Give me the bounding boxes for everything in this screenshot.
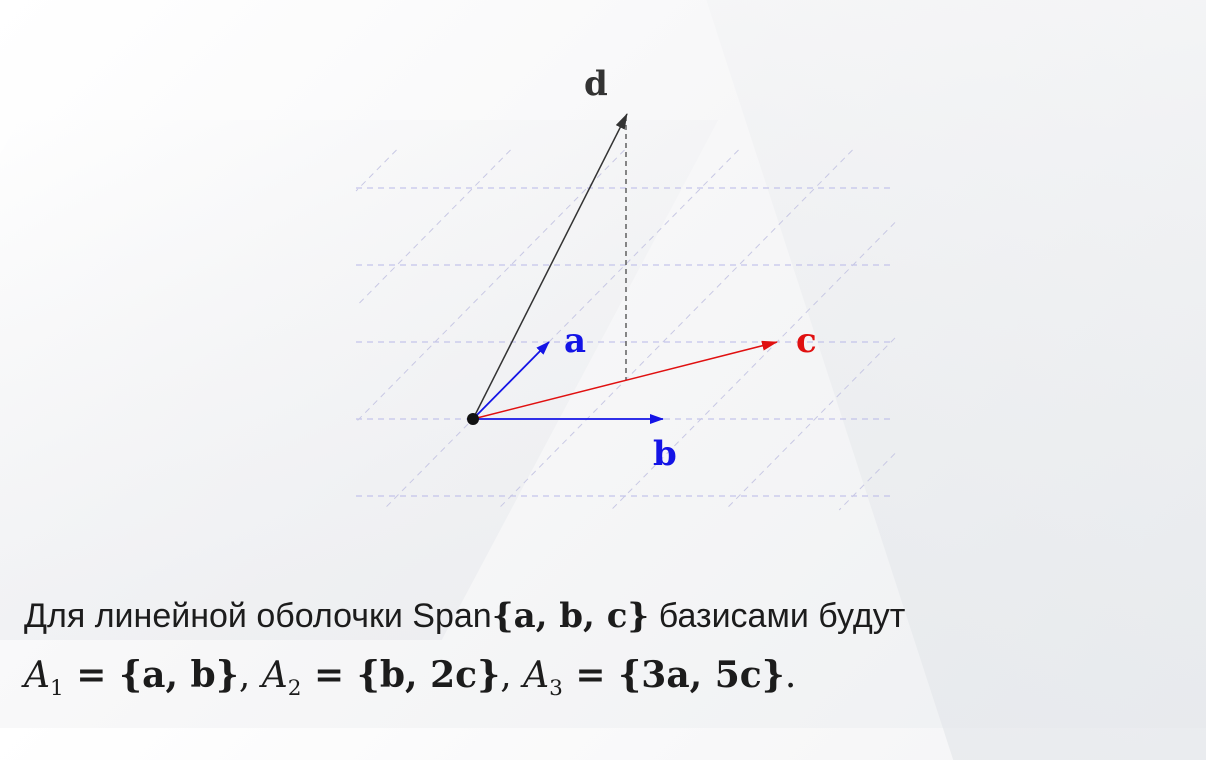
set-separator: , bbox=[500, 655, 524, 696]
vector-a bbox=[472, 341, 550, 420]
grid-line bbox=[355, 149, 511, 307]
set-value: = {3a, 5c} bbox=[562, 654, 785, 696]
grid-diagonal-lines bbox=[355, 149, 896, 511]
set-value: = {b, 2c} bbox=[301, 654, 501, 696]
vector-c-label: c bbox=[796, 321, 817, 361]
vector-d-label: d bbox=[584, 64, 608, 104]
set-separator: . bbox=[784, 655, 797, 696]
set-index: 1 bbox=[50, 676, 64, 702]
set-separator: , bbox=[238, 655, 262, 696]
origin-point bbox=[467, 413, 479, 425]
grid-line bbox=[382, 149, 739, 511]
caption-prefix: Для линейной оболочки Span bbox=[24, 597, 492, 635]
grid-line bbox=[355, 149, 397, 192]
vector-c bbox=[472, 340, 778, 420]
set-index: 2 bbox=[287, 676, 302, 702]
grid-line bbox=[355, 149, 625, 423]
caption-line-2: A1 = {a, b}, A2 = {b, 2c}, A3 = {3a, 5c}… bbox=[24, 654, 796, 701]
span-set: {a, b, c} bbox=[491, 596, 650, 636]
grid-line bbox=[838, 453, 896, 511]
grid-line bbox=[496, 149, 853, 511]
set-name: A bbox=[24, 655, 50, 696]
set-value: = {a, b} bbox=[63, 654, 239, 696]
set-name: A bbox=[523, 655, 550, 696]
caption-suffix: базисами будут bbox=[649, 597, 906, 635]
set-name: A bbox=[261, 655, 288, 696]
vector-diagram: d a b c bbox=[355, 64, 896, 511]
vector-b-label: b bbox=[653, 434, 677, 474]
caption-line-1: Для линейной оболочки Span{a, b, c} бази… bbox=[24, 596, 905, 636]
grid-line bbox=[610, 222, 896, 511]
vector-d bbox=[472, 113, 628, 420]
grid-line bbox=[724, 337, 896, 511]
set-index: 3 bbox=[549, 676, 563, 702]
vector-a-label: a bbox=[564, 321, 586, 361]
